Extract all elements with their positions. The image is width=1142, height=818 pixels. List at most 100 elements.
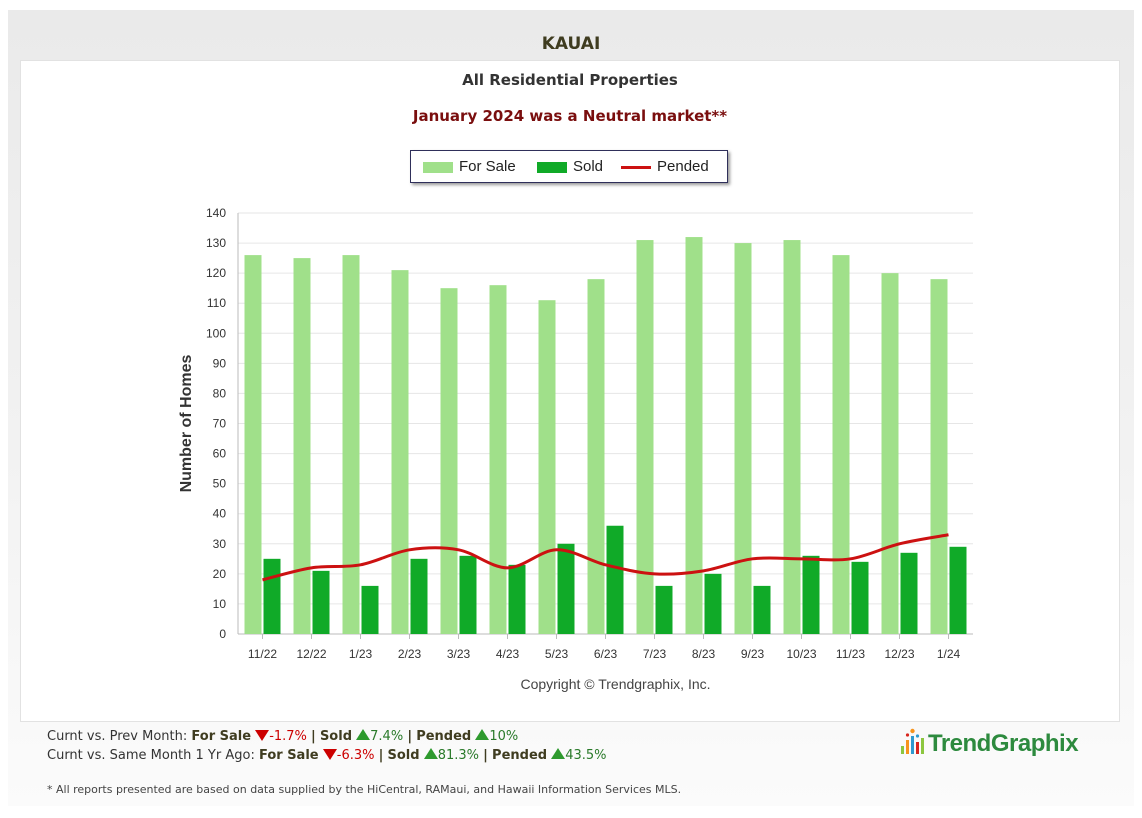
stats-prev-forsale-label: For Sale	[191, 729, 252, 744]
x-tick-label: 7/23	[643, 647, 667, 661]
y-tick-label: 70	[213, 417, 227, 431]
down-arrow-icon	[255, 730, 270, 741]
y-tick-label: 90	[213, 356, 227, 370]
chart-legend: For Sale Sold Pended	[410, 150, 728, 183]
market-status: January 2024 was a Neutral market**	[412, 107, 728, 125]
stats-year-sold-label: Sold	[387, 748, 420, 763]
x-tick-label: 1/24	[937, 647, 961, 661]
x-tick-label: 8/23	[692, 647, 716, 661]
sold-bar	[704, 573, 722, 634]
stats-year-pended-change: 43.5%	[565, 748, 607, 763]
sold-bar	[263, 558, 281, 634]
stats-separator: |	[407, 729, 413, 744]
pended-swatch	[621, 165, 651, 169]
sold-swatch	[537, 161, 567, 173]
legend-pended: Pended	[621, 151, 709, 182]
x-tick-label: 6/23	[594, 647, 618, 661]
y-tick-label: 10	[213, 597, 227, 611]
stats-separator: |	[311, 729, 316, 744]
sold-bar	[802, 555, 820, 634]
bar-chart-logo-icon	[901, 728, 924, 754]
chart-svg: 0 10 20 30 40 50 60 70 80 90 100 110 120 130 140 11/22 1…	[178, 206, 973, 692]
sold-bar	[557, 543, 575, 634]
down-arrow-icon	[322, 749, 337, 760]
pended-line	[262, 533, 949, 582]
sold-bar	[508, 564, 526, 634]
sold-bar	[606, 525, 624, 634]
up-arrow-icon	[551, 748, 566, 759]
stats-prev-pended-label: Pended	[416, 729, 472, 744]
stats-separator: |	[483, 748, 488, 763]
for-sale-bar	[538, 300, 556, 634]
y-axis-label: Number of Homes	[178, 355, 195, 493]
for-sale-bar	[881, 273, 899, 634]
stats-year-forsale-label: For Sale	[258, 748, 319, 763]
legend-sold: Sold	[537, 151, 603, 182]
legend-pended-label: Pended	[657, 158, 709, 175]
y-tick-label: 40	[213, 507, 227, 521]
chart-copyright: Copyright © Trendgraphix, Inc.	[520, 676, 710, 692]
y-tick-label: 60	[213, 447, 227, 461]
sold-bar	[753, 585, 771, 634]
for-sale-bar	[685, 237, 703, 635]
y-tick-label: 100	[206, 326, 226, 340]
for-sale-bar	[440, 288, 458, 634]
report-frame: KAUAI All Residential Properties January…	[8, 10, 1134, 806]
stats-prev-sold-change: 7.4%	[370, 729, 404, 744]
stats-year-ago: Curnt vs. Same Month 1 Yr Ago: For Sale …	[47, 748, 607, 763]
y-tick-label: 140	[206, 206, 226, 220]
y-tick-label: 30	[213, 537, 227, 551]
trendgraphix-logo: TrendGraphix	[900, 727, 1100, 767]
x-tick-label: 9/23	[741, 647, 765, 661]
for-sale-bar	[832, 255, 850, 634]
sold-bar	[410, 558, 428, 634]
logo-text: TrendGraphix	[928, 730, 1079, 757]
stats-year-forsale-change: -6.3%	[336, 748, 375, 763]
stats-year-sold-change: 81.3%	[437, 748, 480, 763]
x-tick-label: 12/22	[296, 647, 326, 661]
sold-bar	[459, 555, 477, 634]
stats-prev-pended-change: 10%	[489, 729, 519, 744]
x-tick-label: 12/23	[884, 647, 914, 661]
up-arrow-icon	[475, 729, 490, 740]
y-tick-label: 130	[206, 236, 226, 250]
y-tick-label: 20	[213, 567, 227, 581]
stats-prev-sold-label: Sold	[319, 729, 352, 744]
stats-prev-month: Curnt vs. Prev Month: For Sale -1.7% | S…	[47, 729, 518, 744]
for-sale-bar	[391, 270, 409, 634]
x-tick-label: 5/23	[545, 647, 569, 661]
for-sale-bar	[930, 279, 948, 634]
sold-bar	[900, 552, 918, 634]
sold-bar	[312, 570, 330, 634]
x-tick-label: 1/23	[349, 647, 373, 661]
sold-bar	[949, 546, 967, 634]
stats-separator: |	[378, 748, 384, 763]
stats-prev-forsale-change: -1.7%	[269, 729, 307, 744]
stats-year-label: Curnt vs. Same Month 1 Yr Ago:	[47, 748, 255, 763]
legend-for-sale: For Sale	[423, 151, 516, 182]
x-tick-label: 10/23	[786, 647, 816, 661]
chart-subtitle: All Residential Properties	[462, 71, 678, 89]
y-tick-label: 110	[207, 296, 226, 310]
for-sale-bar	[293, 258, 311, 634]
x-tick-label: 11/22	[248, 647, 277, 661]
x-tick-label: 2/23	[398, 647, 422, 661]
legend-for-sale-label: For Sale	[459, 158, 516, 175]
chart-panel: All Residential Properties January 2024 …	[20, 60, 1120, 722]
for-sale-bar	[783, 240, 801, 635]
sold-bar	[361, 585, 379, 634]
for-sale-bar	[342, 255, 360, 634]
up-arrow-icon	[423, 748, 438, 759]
for-sale-bar	[244, 255, 262, 634]
for-sale-bar	[489, 285, 507, 634]
y-tick-label: 0	[219, 627, 226, 641]
for-sale-bar	[734, 243, 752, 635]
y-tick-label: 120	[206, 266, 226, 280]
x-tick-label: 4/23	[496, 647, 520, 661]
legend-sold-label: Sold	[573, 158, 604, 175]
x-tick-label: 3/23	[447, 647, 471, 661]
stats-prev-label: Curnt vs. Prev Month:	[47, 729, 188, 744]
y-tick-label: 80	[213, 386, 227, 400]
sold-bar	[655, 585, 673, 634]
x-tick-label: 11/23	[836, 647, 865, 661]
